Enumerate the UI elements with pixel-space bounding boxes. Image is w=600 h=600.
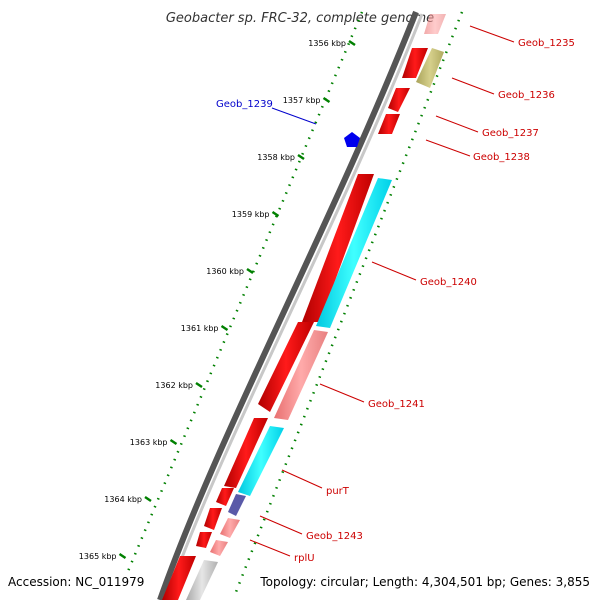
scale-tick-label: 1364 kbp — [104, 495, 142, 504]
gene-labels: Geob_1235 Geob_1236 Geob_1237 Geob_1238 … — [216, 38, 575, 564]
gene-purt-cds[interactable] — [224, 418, 268, 488]
leader-geob-1239 — [271, 107, 317, 125]
scale-tick-label: 1361 kbp — [181, 324, 219, 333]
gene-geob-1236-track2[interactable] — [416, 48, 444, 88]
label-purt[interactable]: purT — [326, 486, 350, 497]
gene-geob-1243-a-cds[interactable] — [216, 488, 234, 506]
scale-tick-mark — [195, 381, 203, 389]
gene-top-cds[interactable] — [424, 14, 446, 34]
leader-geob-1243 — [259, 515, 303, 535]
label-rplu[interactable]: rplU — [294, 553, 315, 564]
label-geob-1236[interactable]: Geob_1236 — [498, 90, 555, 101]
label-geob-1237[interactable]: Geob_1237 — [482, 128, 539, 139]
scale-tick-label: 1359 kbp — [232, 210, 270, 219]
scale-tick-mark — [118, 552, 127, 560]
leader-rplu — [249, 539, 291, 557]
summary-text: Topology: circular; Length: 4,304,501 bp… — [259, 575, 590, 589]
leader-geob-1240 — [371, 261, 417, 281]
gene-geob-1235-cds[interactable] — [402, 48, 428, 78]
label-leaders — [249, 25, 515, 557]
scale-tick-label: 1357 kbp — [283, 96, 321, 105]
label-geob-1240[interactable]: Geob_1240 — [420, 277, 477, 288]
leader-purt — [281, 469, 323, 489]
leader-geob-1238 — [425, 139, 471, 157]
gene-rplu-track2[interactable] — [210, 540, 228, 556]
scale-tick-label: 1365 kbp — [79, 552, 117, 561]
leader-geob-1241 — [319, 383, 365, 403]
leader-geob-1237 — [435, 115, 479, 133]
scale-tick-label: 1356 kbp — [308, 39, 346, 48]
gene-rplu-a-cds[interactable] — [196, 532, 212, 548]
label-geob-1235[interactable]: Geob_1235 — [518, 38, 575, 49]
inner-ring-dots — [234, 11, 464, 593]
scale-tick-mark — [220, 324, 229, 332]
scale-tick-label: 1362 kbp — [155, 381, 193, 390]
gene-geob-1241-track2[interactable] — [274, 330, 328, 420]
reverse-strand-genes — [186, 14, 446, 600]
label-geob-1243[interactable]: Geob_1243 — [306, 531, 363, 542]
accession-text: Accession: NC_011979 — [8, 575, 144, 589]
label-geob-1239[interactable]: Geob_1239 — [216, 99, 273, 110]
gene-small-blue[interactable] — [228, 494, 246, 516]
gene-geob-1236-cds[interactable] — [388, 88, 410, 112]
gene-geob-1243-cds[interactable] — [204, 508, 222, 530]
scale-tick-mark — [322, 96, 331, 104]
map-title: Geobacter sp. FRC-32, complete genome — [166, 11, 434, 26]
scale-tick-mark — [348, 39, 356, 47]
label-geob-1241[interactable]: Geob_1241 — [368, 399, 425, 410]
gene-geob-1243-track2[interactable] — [220, 518, 240, 538]
gene-geob-1240-cds[interactable] — [302, 174, 374, 322]
backbone-outer — [157, 10, 419, 600]
scale-tick-label: 1358 kbp — [257, 153, 295, 162]
scale-tick-mark — [144, 495, 152, 503]
gene-geob-1241-cds[interactable] — [258, 322, 314, 412]
scale-tick-mark — [169, 438, 178, 446]
scale-tick-mark — [271, 210, 280, 218]
scale-tick-mark — [246, 267, 254, 275]
scale-tick-mark — [297, 153, 305, 161]
gene-purt-track2[interactable] — [238, 426, 284, 496]
scale-ticks: 1356 kbp 1357 kbp 1358 kbp 1359 kbp 1360 kbp… — [79, 39, 356, 561]
scale-tick-label: 1363 kbp — [130, 438, 168, 447]
label-geob-1238[interactable]: Geob_1238 — [473, 152, 530, 163]
leader-geob-1235 — [469, 25, 515, 43]
gene-geob-1237-cds[interactable] — [378, 114, 400, 134]
gene-next-cds[interactable] — [162, 556, 196, 600]
gene-next-track2[interactable] — [186, 560, 218, 600]
leader-geob-1236 — [451, 77, 495, 95]
gene-geob-1240-track2[interactable] — [316, 178, 392, 328]
scale-tick-label: 1360 kbp — [206, 267, 244, 276]
backbone-inner — [164, 13, 424, 600]
gene-geob-1239-cds[interactable] — [344, 132, 360, 147]
forward-strand-genes — [162, 48, 428, 600]
